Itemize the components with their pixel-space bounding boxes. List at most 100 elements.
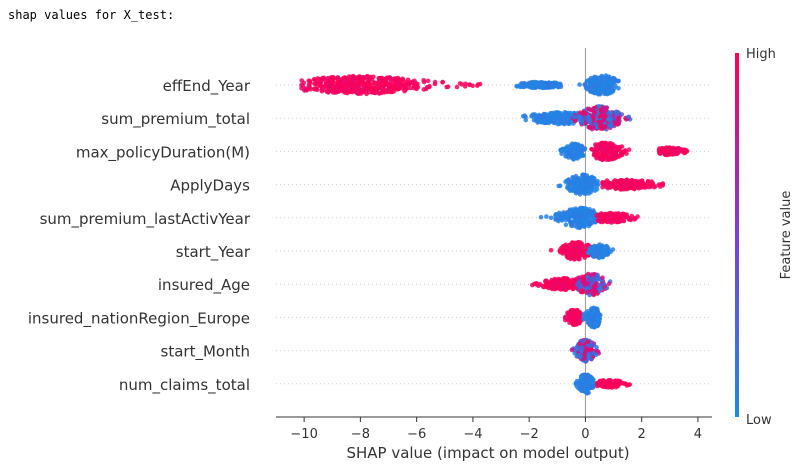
shap-point: [615, 116, 621, 121]
shap-point: [597, 123, 603, 129]
shap-point: [570, 219, 576, 225]
feature-label: start_Year: [176, 243, 251, 262]
shap-point: [598, 219, 603, 225]
shap-point: [312, 86, 317, 91]
shap-point: [542, 83, 547, 88]
shap-point: [588, 347, 594, 353]
shap-point: [396, 80, 402, 85]
shap-point: [379, 86, 384, 91]
shap-point: [306, 82, 312, 88]
shap-point: [572, 223, 578, 229]
shap-point: [408, 85, 414, 91]
shap-point: [607, 149, 612, 154]
shap-point: [400, 77, 406, 83]
shap-point: [578, 374, 584, 380]
shap-point: [440, 79, 445, 85]
shap-point: [602, 381, 608, 387]
shap-point: [340, 78, 345, 84]
shap-point: [567, 187, 572, 192]
shap-point: [553, 213, 558, 219]
shap-point: [618, 218, 624, 224]
shap-point: [371, 80, 376, 85]
shap-point: [348, 74, 354, 80]
shap-point: [350, 78, 356, 83]
shap-point: [585, 180, 591, 186]
shap-point: [555, 111, 561, 116]
shap-point: [619, 152, 625, 158]
shap-point: [592, 188, 598, 193]
shap-point: [561, 112, 567, 117]
shap-point: [599, 253, 604, 259]
shap-point: [631, 181, 636, 186]
shap-point: [323, 79, 329, 85]
shap-point: [577, 341, 582, 347]
shap-point: [367, 76, 373, 82]
shap-point: [580, 339, 586, 344]
shap-point: [577, 114, 582, 119]
shap-point: [321, 76, 327, 82]
shap-point: [571, 210, 576, 216]
shap-point: [599, 146, 605, 152]
shap-point: [388, 79, 394, 85]
shap-point: [571, 310, 577, 315]
shap-point: [364, 85, 370, 91]
shap-point: [553, 217, 558, 222]
feature-label: sum_premium_lastActivYear: [40, 210, 251, 229]
shap-point: [660, 147, 665, 153]
shap-point: [559, 120, 565, 126]
shap-point: [585, 375, 590, 380]
shap-point: [584, 79, 590, 84]
shap-point: [537, 281, 543, 287]
shap-point: [406, 81, 411, 87]
shap-point: [614, 379, 619, 384]
shap-point: [622, 149, 628, 154]
shap-point: [558, 84, 564, 90]
shap-point: [425, 78, 431, 84]
shap-point: [597, 152, 603, 157]
shap-point: [347, 86, 352, 92]
shap-point: [614, 153, 620, 158]
shap-point: [585, 221, 590, 226]
shap-point: [657, 151, 663, 156]
shap-point: [589, 351, 594, 356]
shap-point: [355, 82, 360, 87]
shap-point: [607, 123, 613, 129]
feature-label: max_policyDuration(M): [76, 143, 250, 162]
shap-point: [580, 247, 586, 252]
shap-point: [591, 250, 597, 256]
x-tick-label: 0: [581, 427, 589, 442]
shap-point: [384, 78, 389, 84]
shap-point: [376, 83, 382, 88]
shap-point: [315, 83, 320, 89]
shap-point: [318, 79, 324, 85]
shap-point: [577, 347, 583, 352]
x-axis: −10 −8 −6 −4 −2 0 2 4: [276, 416, 712, 442]
shap-point: [355, 89, 361, 95]
shap-point: [603, 217, 608, 222]
shap-point: [564, 154, 569, 159]
shap-point: [587, 246, 592, 251]
shap-point: [616, 145, 621, 150]
shap-point: [595, 178, 600, 184]
shap-point: [421, 79, 427, 85]
shap-point: [462, 84, 468, 89]
shap-point: [301, 80, 307, 86]
x-tick-label: −2: [520, 427, 539, 442]
shap-point: [604, 178, 610, 183]
shap-point: [618, 187, 623, 192]
shap-point: [620, 179, 625, 184]
shap-point: [584, 379, 590, 384]
shap-point: [593, 83, 598, 88]
shap-point: [588, 343, 593, 349]
shap-point: [606, 85, 612, 90]
shap-point: [664, 146, 669, 152]
shap-point: [578, 221, 584, 226]
shap-point: [575, 276, 580, 281]
shap-point: [632, 217, 637, 222]
shap-point: [563, 249, 568, 254]
shap-point: [578, 208, 584, 213]
shap-point: [522, 113, 527, 118]
shap-point: [627, 216, 633, 221]
shap-point: [537, 119, 543, 124]
